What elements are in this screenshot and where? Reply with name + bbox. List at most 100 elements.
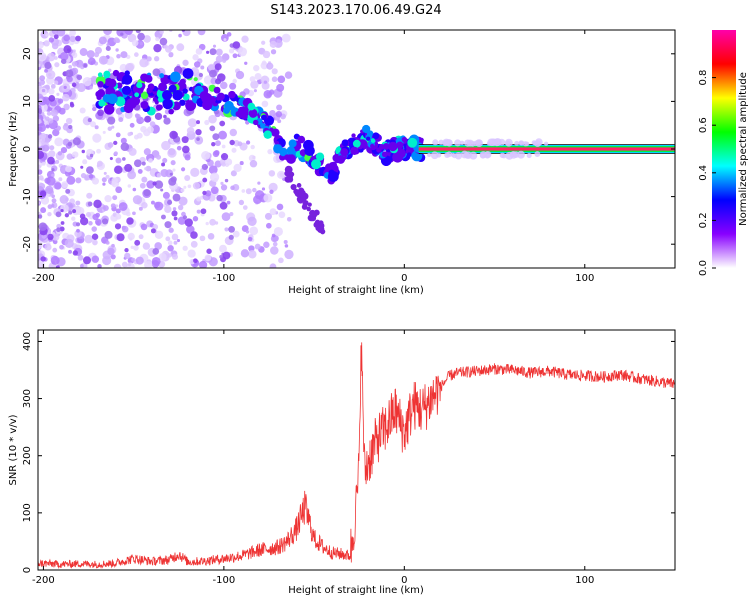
spectrogram-noise-cell (248, 249, 257, 259)
spectrogram-noise-cell (245, 230, 250, 234)
carrier-sidelobe-cell (483, 151, 491, 159)
spectrogram-noise-cell (178, 33, 182, 38)
spectrogram-noise-cell (63, 45, 72, 54)
spectrogram-noise-cell (133, 245, 139, 251)
spectrogram-noise-cell (72, 137, 81, 146)
spectrogram-noise-cell (89, 86, 93, 90)
spectrogram-ridge-cell (122, 74, 133, 85)
spectrogram-ridge-cell (340, 148, 349, 157)
spectrogram-noise-cell (182, 245, 188, 251)
spectrogram-noise-cell (208, 63, 216, 71)
spectrogram-noise-cell (44, 61, 52, 70)
spectrogram-noise-cell (61, 58, 67, 65)
spectrogram-noise-cell (145, 165, 152, 172)
spectrogram-noise-cell (72, 209, 77, 214)
spectrogram-noise-cell (131, 257, 136, 262)
spectrogram-ridge-cell (247, 102, 256, 111)
spectrogram-ridge-cell (401, 136, 408, 143)
spectrogram-noise-cell (232, 41, 241, 49)
spectrogram-noise-cell (152, 248, 160, 255)
spectrogram-noise-cell (249, 159, 258, 168)
spectrogram-noise-cell (156, 172, 162, 178)
spectrogram-noise-cell (59, 195, 69, 204)
spectrogram-noise-cell (220, 153, 229, 161)
spectrogram-noise-cell (275, 110, 283, 118)
figure-title: S143.2023.170.06.49.G24 (270, 3, 441, 18)
spectrogram-y-tick-label: 0 (22, 146, 33, 152)
spectrogram-noise-cell (56, 92, 60, 96)
spectrogram-noise-cell (195, 48, 203, 55)
spectrogram-noise-cell (229, 139, 235, 146)
spectrogram-ridge-cell (107, 93, 118, 105)
spectrogram-noise-cell (85, 212, 92, 218)
carrier-sidelobe-cell (454, 152, 463, 160)
spectrogram-noise-cell (112, 195, 118, 201)
spectrogram-noise-cell (124, 247, 129, 253)
spectrogram-ridge-cell (238, 107, 249, 118)
spectrogram-noise-cell (213, 178, 218, 183)
spectrogram-noise-cell (139, 58, 149, 68)
spectrogram-noise-cell (214, 63, 222, 71)
spectrogram-ridge-cell (136, 82, 143, 89)
spectrogram-noise-cell (219, 244, 227, 253)
spectrogram-noise-cell (218, 130, 227, 140)
spectrogram-streak-cell (298, 189, 306, 198)
spectrogram-noise-cell (213, 149, 220, 156)
spectrogram-noise-cell (56, 227, 61, 233)
spectrogram-noise-cell (92, 239, 98, 246)
spectrogram-noise-cell (50, 83, 56, 89)
spectrogram-noise-cell (154, 180, 164, 189)
spectrogram-noise-cell (91, 233, 99, 240)
spectrogram-noise-cell (43, 40, 50, 47)
spectrogram-noise-cell (215, 48, 223, 56)
spectrogram-noise-cell (154, 201, 164, 211)
spectrogram-noise-cell (124, 30, 133, 35)
carrier-sidelobe-cell (491, 138, 498, 146)
spectrogram-noise-cell (254, 243, 261, 250)
spectrogram-noise-cell (82, 159, 88, 165)
spectrogram-noise-cell (193, 258, 198, 264)
spectrogram-ridge-cell (407, 137, 418, 148)
spectrogram-noise-cell (135, 30, 141, 34)
spectrogram-ridge-cell (253, 119, 259, 126)
spectrogram-noise-cell (253, 89, 257, 93)
spectrogram-noise-cell (242, 205, 248, 210)
spectrogram-ridge-cell (103, 104, 115, 115)
spectrogram-noise-cell (81, 149, 85, 154)
spectrogram-streak-cell (312, 213, 318, 218)
spectrogram-noise-cell (68, 124, 73, 130)
spectrogram-noise-cell (54, 62, 60, 68)
spectrogram-noise-cell (53, 56, 58, 60)
spectrogram-noise-cell (44, 84, 50, 90)
spectrogram-noise-cell (65, 188, 71, 194)
carrier-sidelobe-cell (444, 152, 451, 158)
spectrogram-noise-cell (104, 230, 113, 239)
spectrogram-noise-cell (126, 217, 134, 225)
snr-x-tick-label: 0 (401, 575, 407, 586)
spectrogram-noise-cell (134, 239, 141, 246)
spectrogram-ridge-cell (107, 78, 117, 88)
spectrogram-noise-cell (69, 30, 77, 37)
spectrogram-noise-cell (193, 61, 201, 68)
spectrogram-ridge-cell (168, 108, 174, 115)
spectrogram-noise-cell (40, 207, 47, 214)
spectrogram-noise-cell (263, 80, 268, 84)
spectrogram-noise-cell (143, 35, 151, 43)
spectrogram-ridge-cell (271, 128, 280, 137)
spectrogram-noise-cell (276, 83, 285, 92)
spectrogram-noise-cell (235, 70, 245, 80)
spectrogram-noise-cell (177, 204, 184, 211)
spectrogram-streak-cell (318, 220, 324, 226)
spectrogram-x-tick-label: 0 (401, 273, 407, 284)
spectrogram-noise-cell (65, 165, 72, 173)
spectrogram-noise-cell (277, 119, 282, 124)
spectrogram-noise-cell (127, 263, 132, 267)
spectrogram-noise-cell (66, 153, 73, 160)
spectrogram-noise-cell (149, 121, 156, 127)
spectrogram-noise-cell (40, 145, 45, 151)
spectrogram-noise-cell (153, 43, 162, 53)
spectrogram-noise-cell (143, 189, 151, 197)
spectrogram-noise-cell (170, 160, 176, 166)
spectrogram-noise-cell (269, 40, 277, 48)
spectrogram-noise-cell (173, 216, 178, 221)
